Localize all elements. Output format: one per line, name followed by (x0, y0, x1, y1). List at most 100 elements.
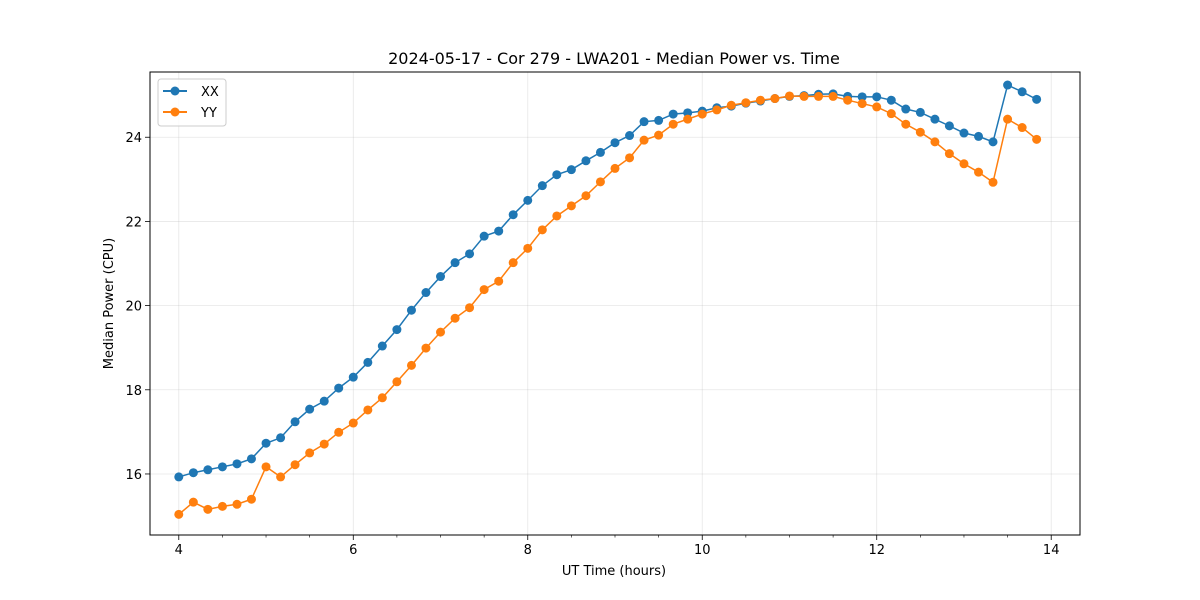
data-point-xx (363, 357, 373, 367)
data-point-yy (1032, 134, 1042, 144)
data-point-xx (246, 454, 256, 464)
data-point-xx (377, 341, 387, 351)
data-point-xx (552, 170, 562, 180)
data-point-yy (944, 149, 954, 159)
data-point-xx (537, 181, 547, 191)
data-point-xx (915, 107, 925, 117)
legend-marker-xx (170, 86, 180, 96)
data-point-yy (872, 102, 882, 112)
data-point-yy (261, 462, 271, 472)
data-point-yy (334, 427, 344, 437)
data-point-yy (828, 91, 838, 101)
data-point-xx (581, 156, 591, 166)
data-point-xx (421, 288, 431, 298)
y-tick-label: 16 (125, 468, 142, 483)
data-point-yy (581, 191, 591, 201)
data-point-yy (915, 127, 925, 137)
data-point-xx (639, 117, 649, 127)
legend-label-yy: YY (200, 106, 217, 121)
data-point-yy (959, 159, 969, 169)
data-point-yy (406, 360, 416, 370)
data-point-yy (217, 501, 227, 511)
data-series (174, 80, 1042, 519)
x-tick-label: 6 (349, 543, 357, 558)
x-tick-label: 10 (694, 543, 711, 558)
data-point-xx (988, 137, 998, 147)
data-point-xx (625, 131, 635, 141)
data-point-yy (610, 163, 620, 173)
data-point-xx (494, 226, 504, 236)
data-point-yy (974, 167, 984, 177)
data-point-yy (305, 448, 315, 458)
data-point-yy (857, 99, 867, 109)
data-point-xx (290, 417, 300, 427)
data-point-yy (712, 105, 722, 115)
data-point-yy (901, 119, 911, 129)
data-point-xx (1032, 94, 1042, 104)
data-point-yy (363, 405, 373, 415)
data-point-xx (479, 231, 489, 241)
data-point-yy (1017, 123, 1027, 133)
legend: XX YY (157, 78, 227, 127)
data-point-yy (494, 276, 504, 286)
grid-lines (150, 72, 1080, 535)
data-point-yy (770, 94, 780, 104)
data-point-xx (261, 438, 271, 448)
data-point-xx (232, 459, 242, 469)
data-point-yy (523, 243, 533, 253)
data-point-yy (843, 95, 853, 105)
data-point-yy (886, 109, 896, 119)
data-point-xx (465, 249, 475, 259)
data-point-yy (930, 137, 940, 147)
chart-title: 2024-05-17 - Cor 279 - LWA201 - Median P… (388, 49, 840, 68)
data-point-xx (348, 372, 358, 382)
data-point-yy (741, 98, 751, 108)
data-point-xx (886, 95, 896, 105)
x-tick-label: 14 (1043, 543, 1060, 558)
data-point-xx (1017, 87, 1027, 97)
legend-label-xx: XX (201, 85, 219, 100)
data-point-yy (246, 494, 256, 504)
data-point-yy (537, 225, 547, 235)
y-tick-label: 22 (125, 215, 142, 230)
x-tick-label: 12 (868, 543, 885, 558)
data-point-yy (508, 258, 518, 268)
data-point-yy (755, 95, 765, 105)
data-point-xx (974, 131, 984, 141)
data-point-xx (276, 433, 286, 443)
data-point-xx (319, 396, 329, 406)
data-point-yy (377, 393, 387, 403)
data-point-yy (814, 91, 824, 101)
data-point-xx (944, 121, 954, 131)
data-point-xx (334, 383, 344, 393)
data-point-xx (595, 147, 605, 157)
data-point-xx (436, 272, 446, 282)
data-point-xx (450, 258, 460, 268)
data-point-xx (610, 138, 620, 148)
data-point-yy (290, 460, 300, 470)
data-point-xx (959, 128, 969, 138)
data-point-yy (726, 100, 736, 110)
data-point-yy (436, 327, 446, 337)
data-point-yy (799, 91, 809, 101)
data-point-yy (683, 114, 693, 124)
data-point-yy (203, 504, 213, 514)
x-tick-label: 4 (175, 543, 183, 558)
data-point-xx (654, 115, 664, 125)
data-point-yy (552, 211, 562, 221)
data-point-yy (450, 313, 460, 323)
y-axis-label: Median Power (CPU) (102, 238, 117, 369)
data-point-yy (276, 472, 286, 482)
x-axis-label: UT Time (hours) (562, 564, 666, 579)
data-point-yy (784, 91, 794, 101)
data-point-yy (232, 499, 242, 509)
data-point-yy (188, 497, 198, 507)
data-point-xx (217, 462, 227, 472)
data-point-yy (668, 119, 678, 129)
y-tick-label: 24 (125, 131, 142, 146)
data-point-yy (174, 509, 184, 519)
y-tick-label: 18 (125, 384, 142, 399)
data-point-xx (406, 305, 416, 315)
data-point-yy (595, 177, 605, 187)
